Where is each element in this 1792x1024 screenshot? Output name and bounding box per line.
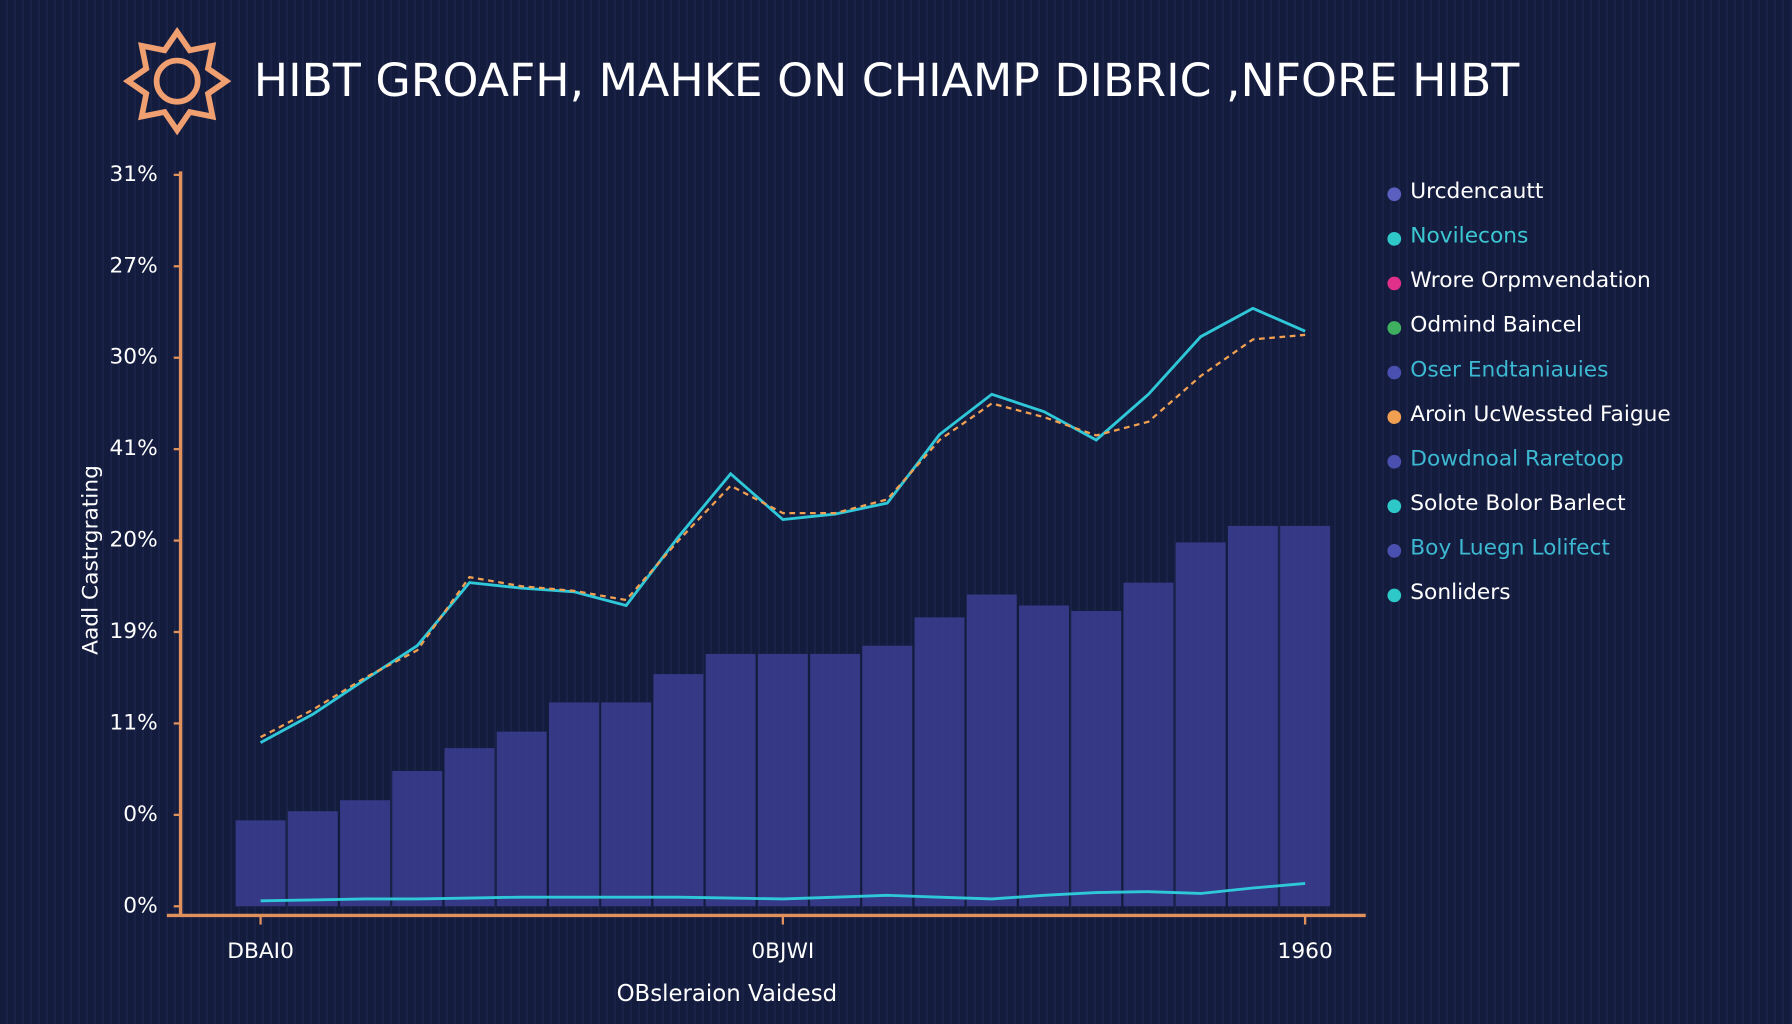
line	[260, 882, 1306, 903]
legend-label: Solote Bolor Barlect	[1410, 491, 1625, 516]
legend-marker	[1387, 321, 1402, 335]
bar	[966, 594, 1017, 907]
legend-marker	[1387, 588, 1402, 603]
bar	[235, 820, 286, 907]
bar	[757, 653, 808, 907]
legend-marker	[1387, 544, 1402, 558]
bar	[914, 617, 965, 907]
legend-marker	[1387, 232, 1402, 246]
legend-marker	[1387, 187, 1402, 202]
bar	[601, 702, 652, 907]
y-tick-label: 11%	[109, 710, 157, 735]
y-axis-label: Aadl Castrgrating	[78, 465, 103, 655]
dashed-line	[260, 333, 1306, 739]
logo-icon	[122, 26, 232, 136]
legend-label: Odmind Baincel	[1410, 313, 1582, 338]
bar	[1071, 610, 1122, 907]
chart-title: HIBT GROAFH, MAHKE ON CHIAMP DIBRIC ,NFO…	[254, 54, 1521, 107]
y-tick-label: 0%	[123, 893, 157, 918]
y-tick-label: 31%	[109, 162, 157, 187]
legend-label: Urcdencautt	[1410, 179, 1543, 204]
legend-label: Wrore Orpmvendation	[1410, 268, 1650, 293]
y-tick-label: 0%	[123, 802, 157, 827]
y-tick-label: 27%	[109, 253, 157, 278]
y-tick-label: 41%	[109, 436, 157, 461]
x-tick-label: 1960	[1278, 939, 1333, 964]
x-tick-label: 0BJWI	[751, 939, 814, 964]
legend-label: Boy Luegn Lolifect	[1410, 536, 1610, 561]
x-axis-label: OBsleraion Vaidesd	[617, 981, 838, 1007]
y-tick-label: 19%	[109, 619, 157, 644]
legend-marker	[1387, 410, 1402, 424]
legend-label: Aroin UcWessted Faigue	[1410, 402, 1670, 427]
legend-label: Sonliders	[1410, 580, 1510, 605]
y-tick-label: 20%	[109, 528, 157, 553]
bar	[1227, 525, 1278, 907]
legend-marker	[1387, 499, 1402, 514]
bar	[862, 645, 913, 907]
bar	[1280, 525, 1331, 907]
bar	[1175, 542, 1226, 907]
legend-label: Oser Endtaniauies	[1410, 357, 1608, 382]
bar	[496, 731, 547, 907]
y-tick-label: 30%	[109, 345, 157, 370]
bar	[287, 811, 338, 907]
bar	[340, 800, 390, 907]
legend-label: Novilecons	[1410, 224, 1528, 249]
bar	[392, 770, 443, 907]
bar	[548, 702, 599, 907]
bar	[810, 653, 861, 907]
bar	[444, 748, 495, 907]
bar	[1019, 605, 1069, 907]
legend-label: Dowdnoal Raretoop	[1410, 446, 1623, 471]
legend-marker	[1387, 365, 1402, 380]
bar	[705, 653, 756, 907]
x-tick-label: DBAI0	[227, 939, 294, 964]
legend-marker	[1387, 454, 1402, 469]
bar	[653, 674, 704, 907]
bar	[1123, 582, 1174, 907]
legend-marker	[1387, 276, 1402, 291]
